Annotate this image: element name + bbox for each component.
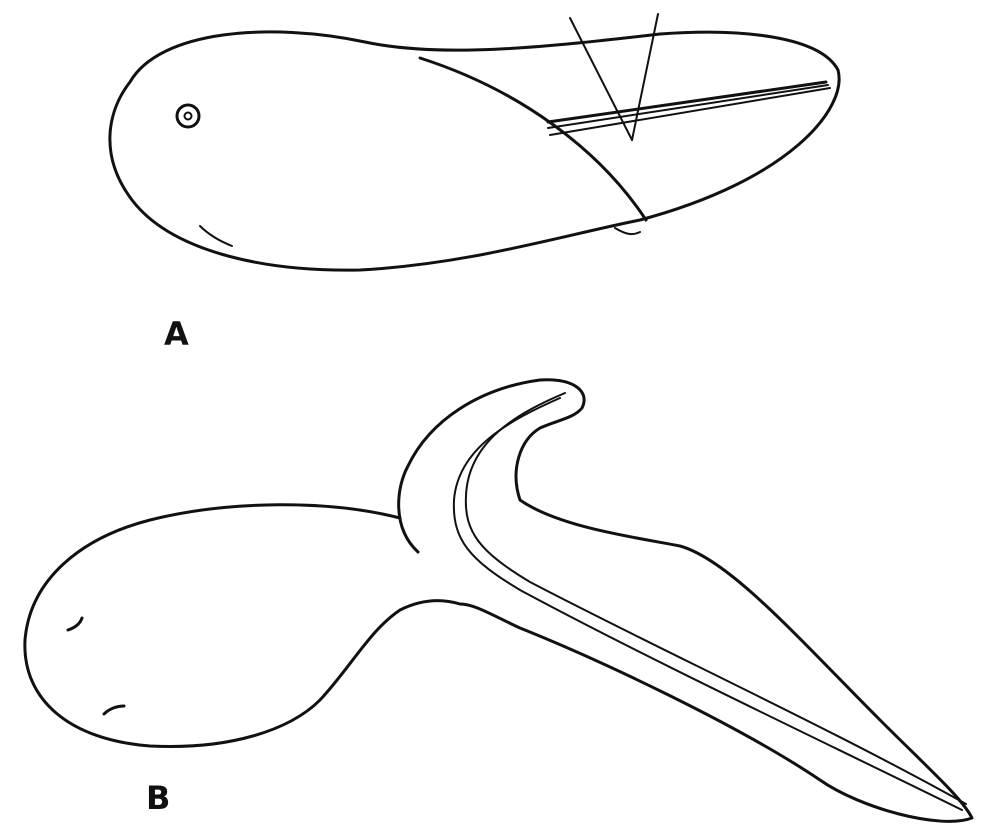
tadpole-a-pointer-right (631, 13, 659, 141)
panel-label-b: B (146, 779, 171, 817)
tadpole-a-notochord-upper (546, 80, 828, 124)
panel-label-a: A (164, 315, 189, 353)
tadpole-b-notochord-outer (452, 397, 963, 811)
tadpole-b-notochord-inner (464, 392, 967, 805)
tadpole-a-notochord-lower (549, 87, 831, 136)
tadpole-a-head-line (418, 56, 648, 222)
tadpole-b-eye-mark-lower (102, 704, 126, 716)
tadpole-a-eye-outer (175, 103, 201, 129)
tadpole-a-outline (108, 30, 841, 272)
panel-a-drawing (108, 13, 841, 272)
tadpole-a-gill-fold (199, 225, 233, 247)
panel-b-drawing (23, 378, 974, 823)
tadpole-a-pointer-left (569, 17, 633, 141)
tadpole-a-eye-inner (183, 111, 193, 121)
tadpole-a-notch (614, 227, 641, 236)
tadpole-b-head-outline (23, 503, 462, 748)
tadpole-b-eye-mark-upper (66, 616, 84, 632)
tadpole-a-notochord-inner (547, 84, 829, 129)
tadpole-b-body-tail-outline (397, 378, 974, 823)
